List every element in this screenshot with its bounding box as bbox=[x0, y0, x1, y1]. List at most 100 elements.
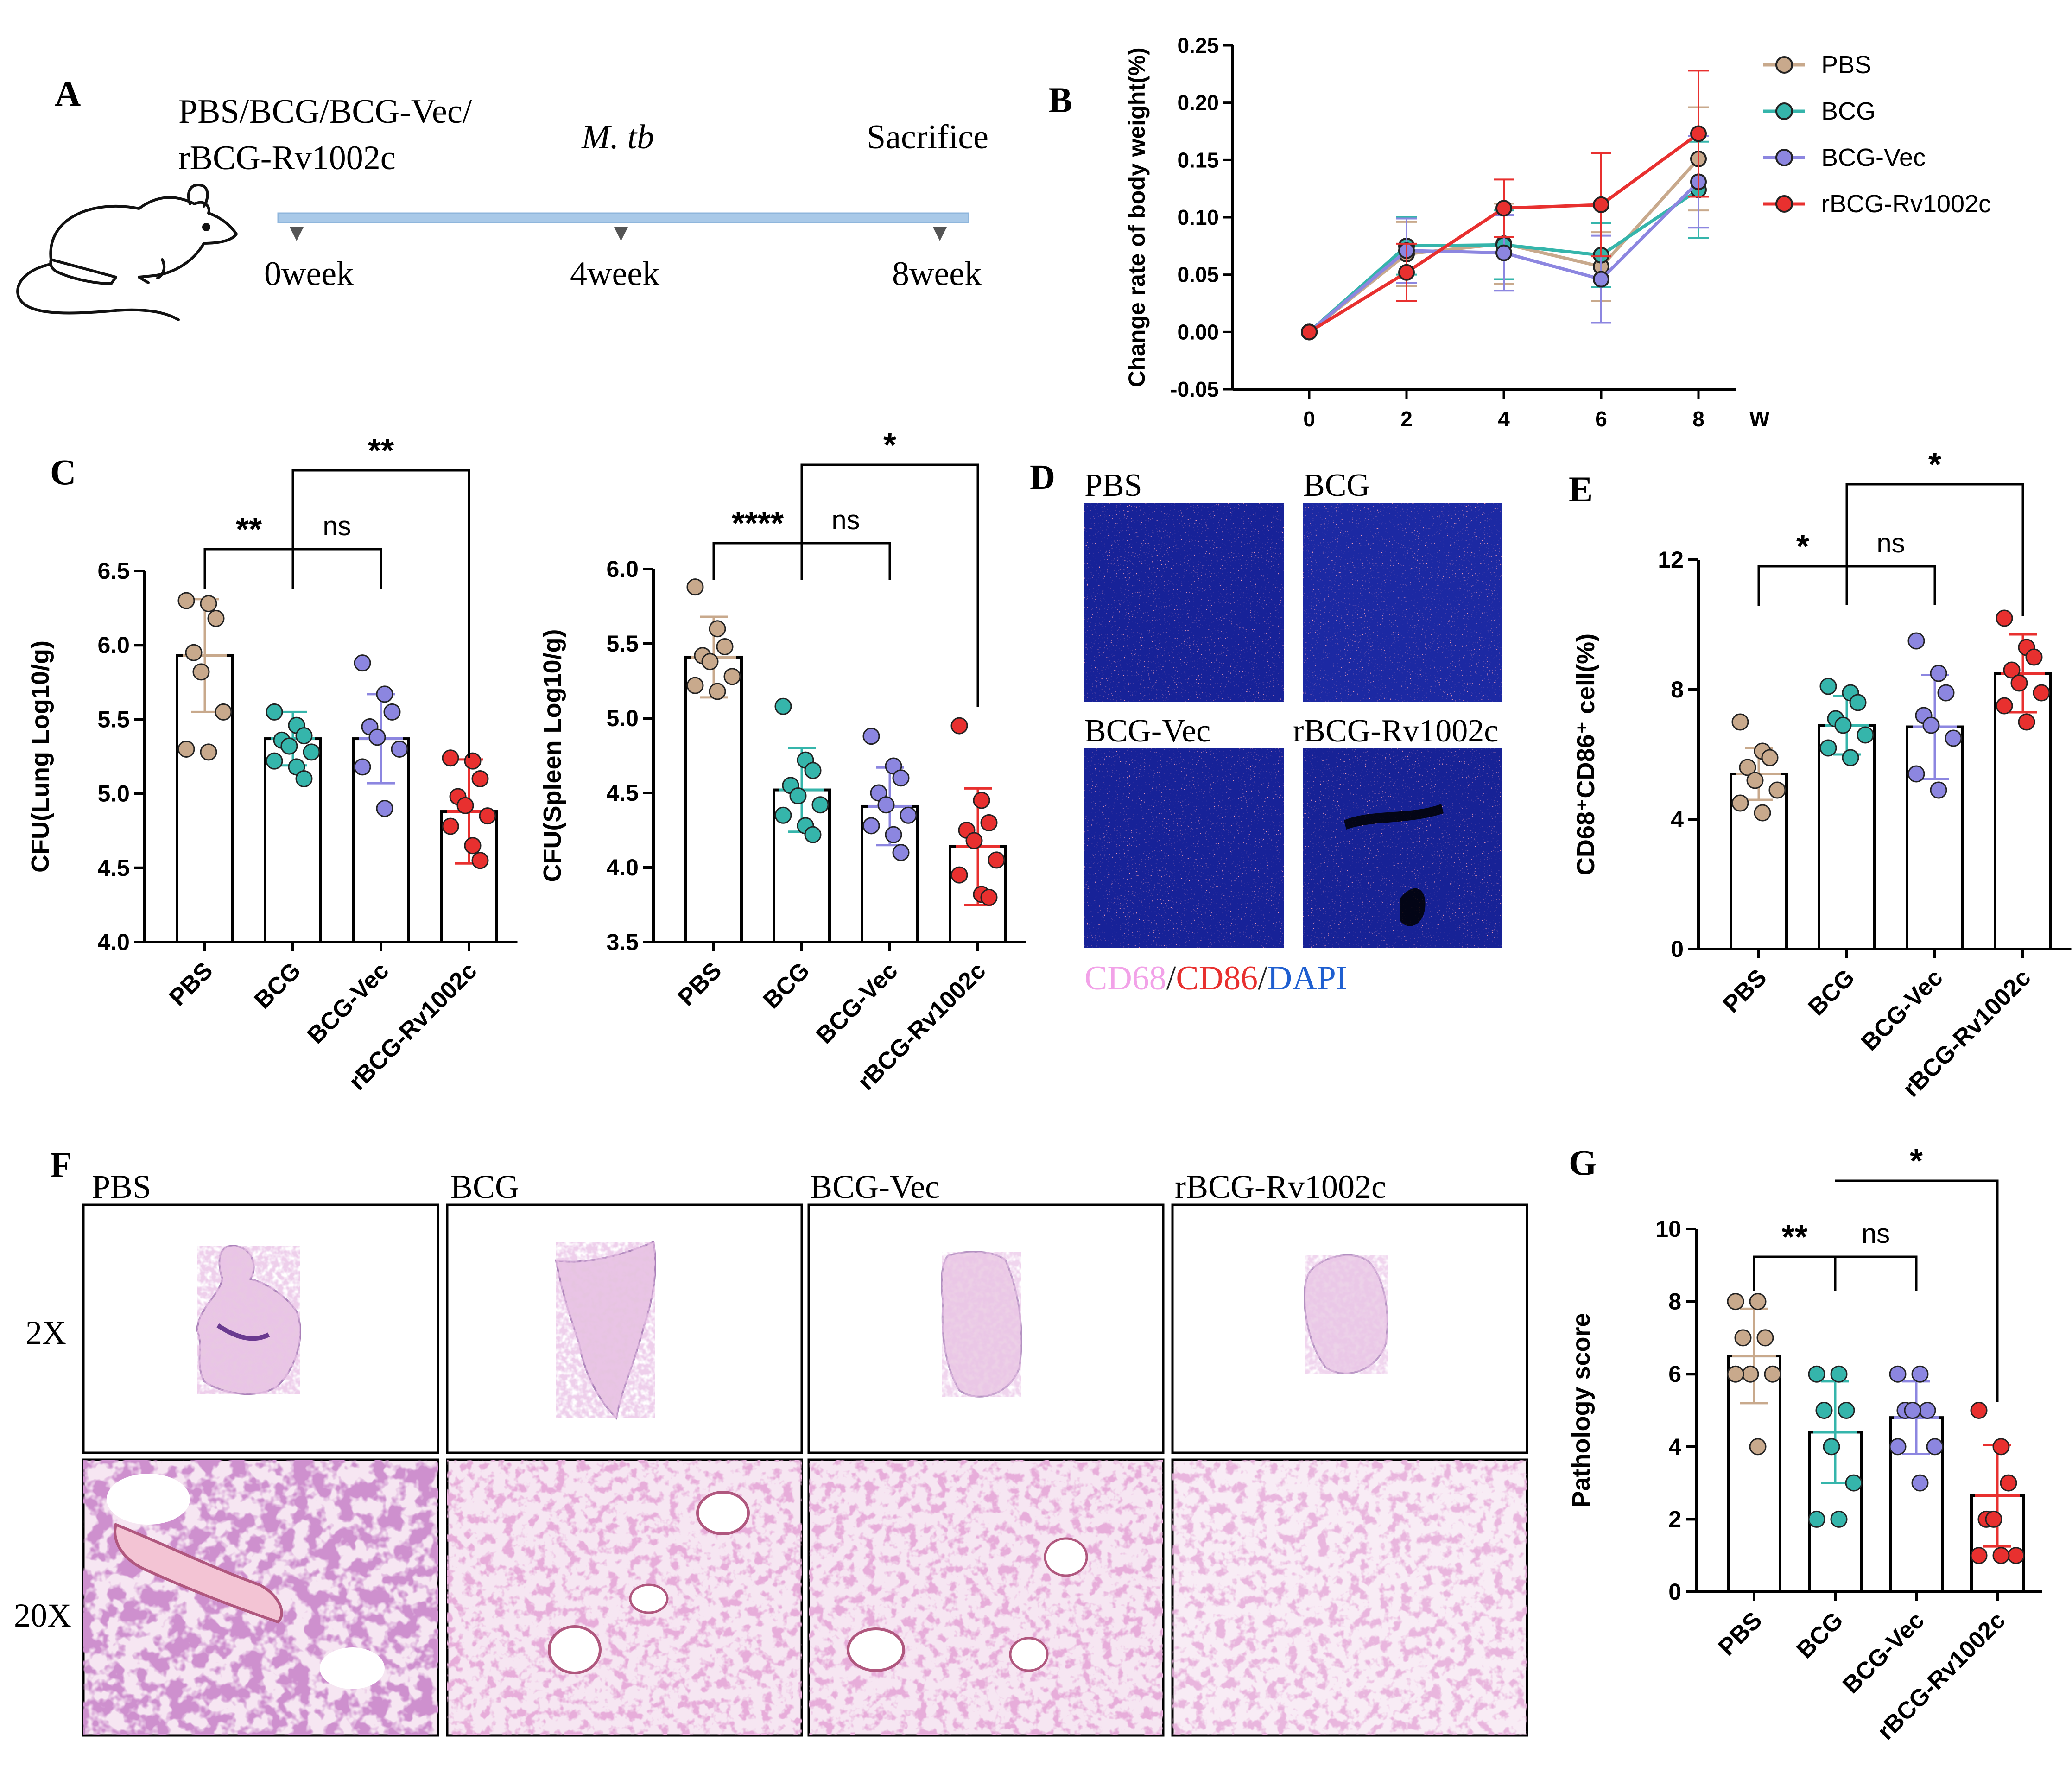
data-point bbox=[1749, 1293, 1767, 1311]
he-2x-lung-rbcg bbox=[1303, 1254, 1388, 1374]
tick-0week: 0week bbox=[264, 255, 354, 293]
legend-label: PBS bbox=[1821, 51, 1871, 79]
data-point bbox=[892, 769, 910, 787]
data-point bbox=[185, 644, 203, 661]
data-point bbox=[1823, 1438, 1840, 1456]
data-point bbox=[266, 703, 283, 721]
data-point bbox=[877, 796, 895, 814]
d-label-pbs: PBS bbox=[1084, 468, 1142, 503]
significance-bracket bbox=[291, 469, 470, 758]
f-col-pbs: PBS bbox=[92, 1168, 151, 1205]
x-axis-label: W bbox=[1749, 407, 1770, 431]
f-col-rbcg: rBCG-Rv1002c bbox=[1175, 1168, 1386, 1205]
panel-d-letter: D bbox=[1030, 458, 1055, 497]
data-point bbox=[862, 728, 880, 745]
data-point bbox=[980, 888, 998, 906]
data-point bbox=[1764, 1365, 1781, 1383]
data-point bbox=[885, 826, 902, 843]
data-point bbox=[723, 668, 741, 685]
data-point bbox=[1904, 1402, 1921, 1419]
d-label-bcg: BCG bbox=[1303, 468, 1370, 503]
data-point bbox=[1992, 1438, 2010, 1456]
data-point bbox=[177, 740, 195, 758]
y-tick-label: 6.5 bbox=[97, 558, 130, 584]
f-row-20x: 20X bbox=[14, 1597, 71, 1634]
significance-bracket bbox=[1845, 483, 2024, 616]
data-point bbox=[215, 703, 232, 721]
data-point bbox=[295, 727, 313, 745]
y-tick-label: 10 bbox=[1655, 1216, 1681, 1242]
x-tick-label: BCG bbox=[1792, 1607, 1849, 1664]
significance-label: ** bbox=[236, 511, 262, 548]
y-tick-label: 4.5 bbox=[606, 780, 639, 806]
panel-letter: C bbox=[50, 452, 76, 492]
data-point bbox=[479, 807, 496, 825]
timeline-arrow-0 bbox=[290, 227, 304, 241]
significance-label: ns bbox=[1862, 1219, 1890, 1249]
x-tick-label: BCG-Vec bbox=[1856, 964, 1948, 1056]
significance-bracket bbox=[800, 542, 891, 580]
data-point bbox=[1930, 665, 1947, 682]
significance-bracket bbox=[1757, 565, 1848, 606]
data-point bbox=[900, 806, 917, 824]
he-2x-lung-pbs bbox=[196, 1245, 301, 1395]
legend-marker bbox=[1775, 149, 1793, 166]
data-point bbox=[1834, 716, 1852, 734]
data-point bbox=[1857, 726, 1874, 744]
data-point bbox=[376, 685, 393, 703]
legend-label: BCG bbox=[1821, 97, 1876, 125]
data-point bbox=[200, 595, 217, 612]
y-tick-label: 0.25 bbox=[1177, 33, 1219, 57]
data-point bbox=[2033, 684, 2050, 702]
y-tick-label: 0 bbox=[1671, 936, 1684, 962]
significance-label: **** bbox=[732, 505, 784, 542]
data-point bbox=[988, 851, 1005, 869]
data-point bbox=[1830, 1365, 1848, 1383]
data-point bbox=[965, 832, 983, 849]
data-point bbox=[207, 610, 225, 627]
mouse-icon bbox=[16, 184, 238, 321]
panel-c-lung: C 4.0 4.5 5.0 5.5 6.0 6.5 CFU(Lung Log10/g) PBS B… bbox=[26, 432, 518, 1095]
he-2x-lung-bcg-vec bbox=[941, 1251, 1022, 1398]
significance-label: * bbox=[1910, 1143, 1923, 1180]
x-tick-label: 2 bbox=[1400, 407, 1413, 431]
stain-cd86: CD86 bbox=[1176, 959, 1258, 997]
timeline-arrow-8 bbox=[933, 227, 947, 241]
data-point bbox=[1754, 804, 1771, 822]
data-point bbox=[354, 758, 371, 776]
data-point bbox=[177, 592, 195, 609]
y-axis-label: CD68⁺CD86⁺ cell(%) bbox=[1572, 633, 1600, 875]
x-tick-label: 4 bbox=[1498, 407, 1510, 431]
y-tick-label: 4 bbox=[1671, 806, 1684, 832]
data-point bbox=[1808, 1510, 1825, 1528]
data-point bbox=[980, 814, 998, 831]
data-point bbox=[354, 654, 371, 672]
stain-separator: / bbox=[1166, 959, 1176, 997]
tick-8week: 8week bbox=[892, 255, 982, 293]
data-point bbox=[1996, 697, 2013, 715]
y-tick-label: 12 bbox=[1658, 547, 1684, 573]
data-point bbox=[2003, 661, 2021, 679]
data-point bbox=[391, 740, 408, 758]
panel-b: B -0.05 0.00 0.05 0.10 0.15 0.20 0.25 0 2 4 6 8 W Chan… bbox=[1048, 33, 1991, 431]
significance-label: ** bbox=[1781, 1219, 1807, 1256]
x-tick-label: 0 bbox=[1303, 407, 1315, 431]
he-20x-image-bcg-vec bbox=[807, 1458, 1165, 1737]
y-tick-label: 6.0 bbox=[606, 556, 639, 582]
panel-f: F PBS BCG BCG-Vec rBCG-Rv1002c 2X 20X bbox=[14, 1145, 1528, 1737]
data-point bbox=[716, 638, 734, 655]
data-point bbox=[2010, 674, 2028, 692]
data-point bbox=[1907, 632, 1925, 650]
challenge-label: M. tb bbox=[581, 118, 654, 156]
data-point bbox=[376, 800, 393, 817]
panel-c-spleen: 3.5 4.0 4.5 5.0 5.5 6.0 CFU(Spleen Log10/g) PBS… bbox=[539, 427, 1026, 1095]
data-point bbox=[1889, 1438, 1907, 1456]
panel-letter: B bbox=[1048, 80, 1072, 120]
legend-marker bbox=[1775, 195, 1793, 213]
data-point bbox=[1996, 609, 2013, 627]
significance-bracket bbox=[1753, 1255, 1837, 1291]
data-point bbox=[1970, 1547, 1988, 1564]
data-point bbox=[709, 620, 726, 638]
data-point bbox=[1495, 244, 1512, 261]
data-point bbox=[701, 653, 719, 671]
